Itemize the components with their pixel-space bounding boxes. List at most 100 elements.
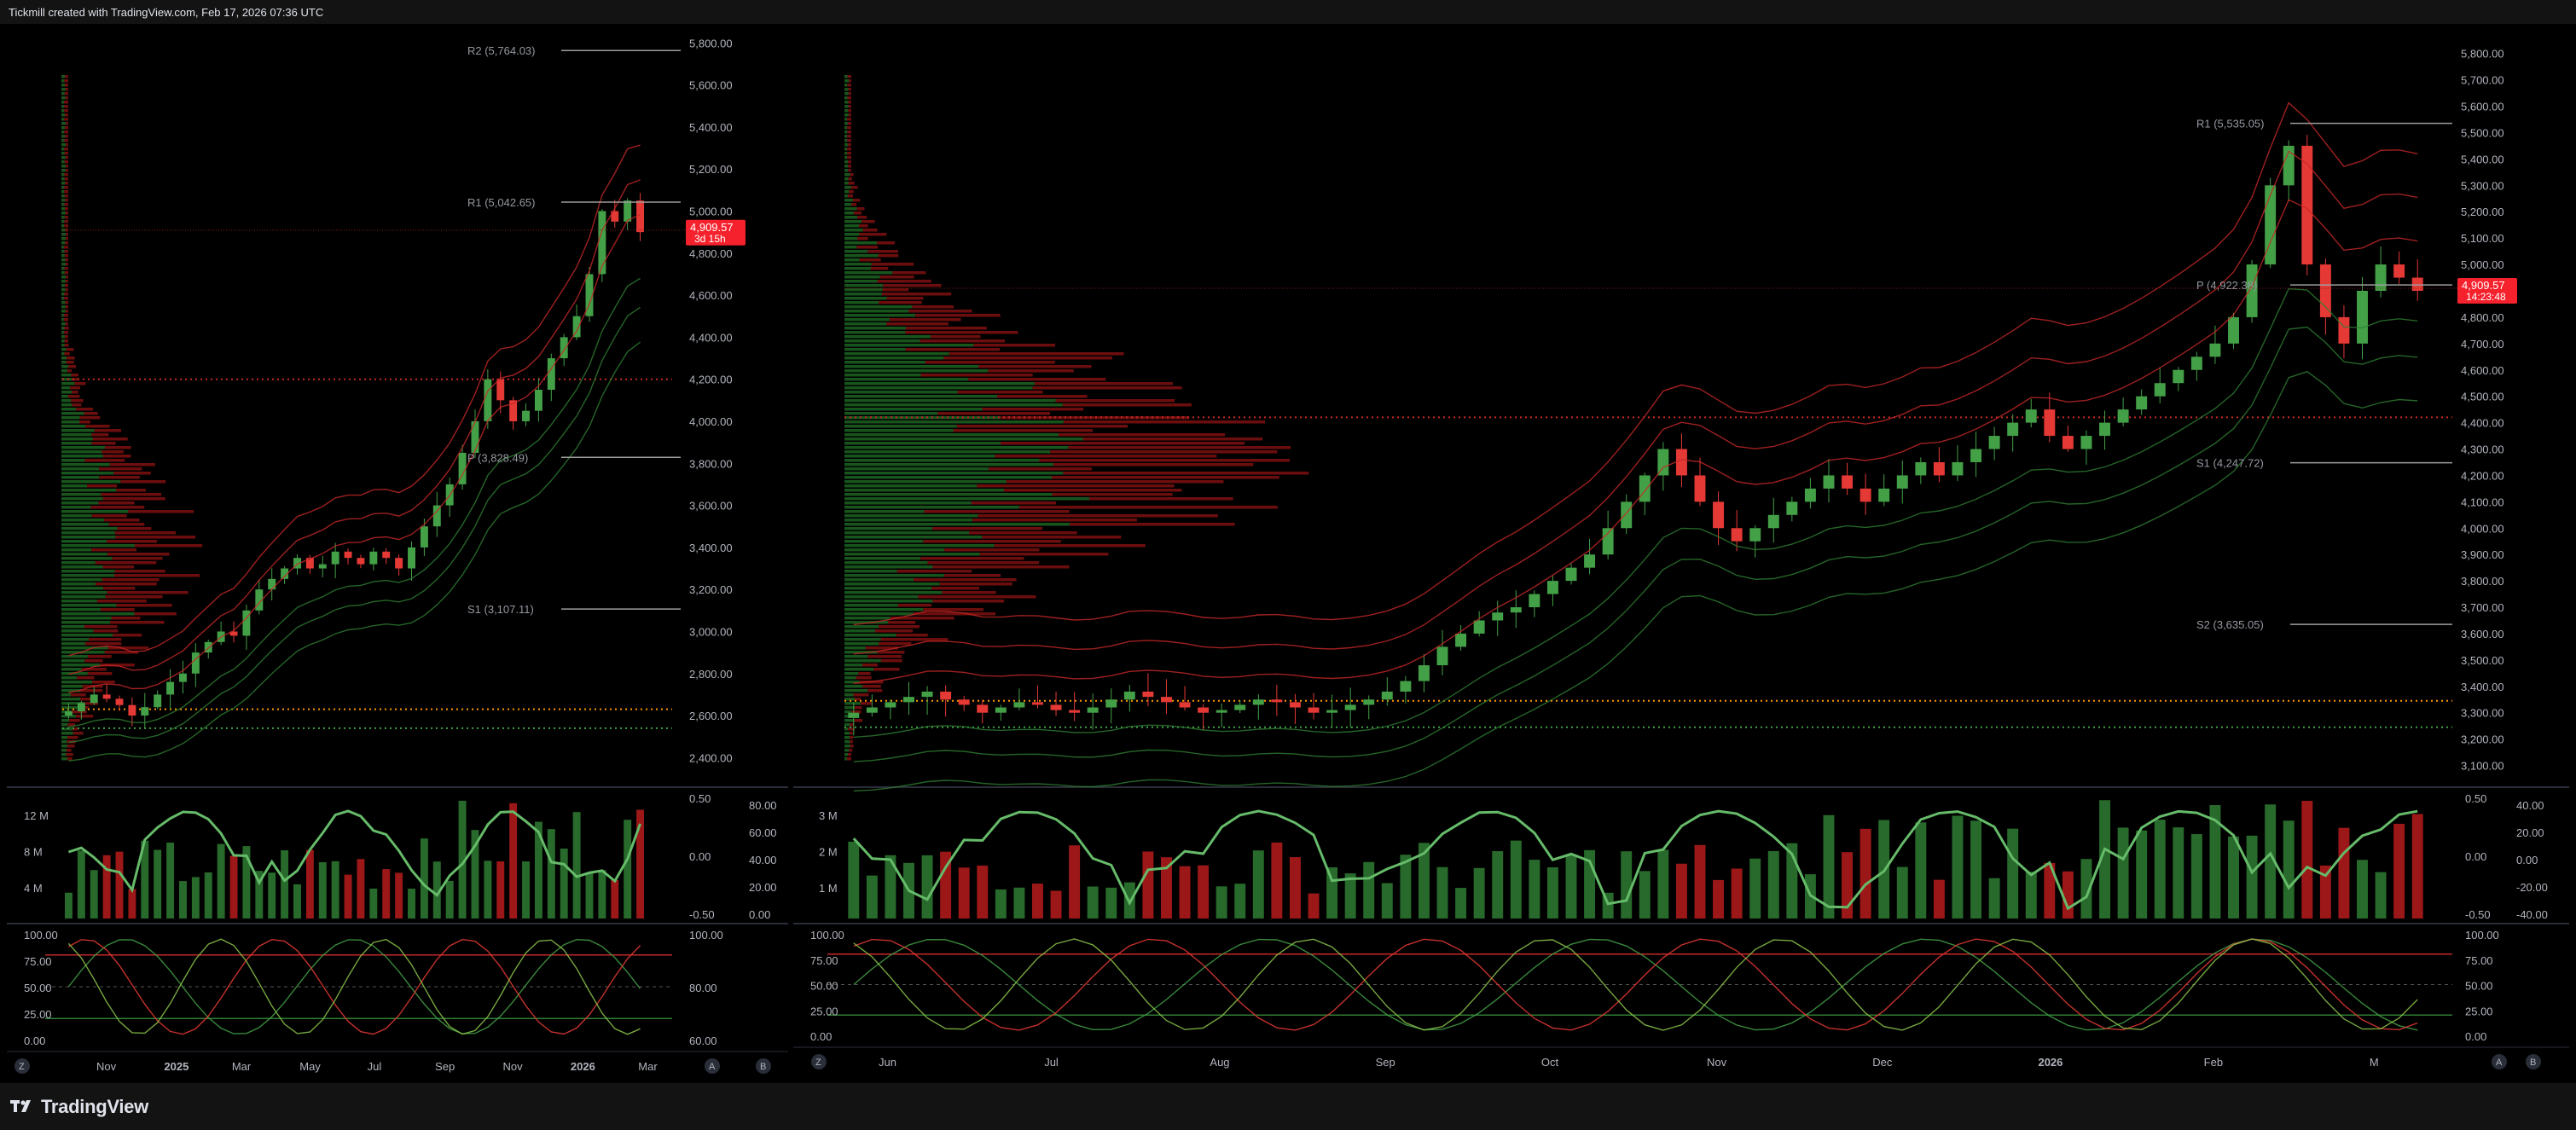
price-axis-label: 5,000.00 <box>689 206 733 218</box>
volume-profile-bar <box>65 96 68 100</box>
price-axis-label: 5,800.00 <box>2461 48 2504 61</box>
volume-bar <box>1694 844 1706 918</box>
candle-body <box>1767 514 1779 529</box>
volume-profile-bar <box>844 506 1019 509</box>
candle-body <box>2044 409 2056 437</box>
volume-profile-bar <box>111 617 141 620</box>
volume-profile-bar <box>844 565 933 569</box>
volume-profile-bar <box>109 463 155 466</box>
time-axis-label: Mar <box>638 1060 658 1073</box>
volume-profile-bar <box>112 557 163 560</box>
volume-profile-bar <box>1003 489 1182 492</box>
volume-profile-bar <box>61 105 65 108</box>
volume-profile-bar <box>977 484 1175 488</box>
volume-bar <box>1105 887 1117 918</box>
volume-profile-bar <box>852 199 861 202</box>
axis-button-z[interactable]: Z <box>15 1058 30 1074</box>
volume-profile-bar <box>84 412 98 415</box>
volume-profile-bar <box>844 186 851 189</box>
candle-body <box>1823 475 1835 489</box>
volume-profile-bar <box>847 130 851 134</box>
volume-profile-bar <box>61 382 75 385</box>
volume-profile-bar <box>61 284 65 287</box>
axis-button-a[interactable]: A <box>705 1058 720 1074</box>
volume-profile-bar <box>61 267 65 270</box>
stochastic-axis-label: 25.00 <box>810 1005 838 1017</box>
volume-profile-bar <box>64 130 68 134</box>
volume-profile-bar <box>64 224 68 228</box>
volume-profile-bar <box>61 399 72 403</box>
candle-body <box>484 379 492 421</box>
volume-bar <box>2265 804 2277 918</box>
volume-profile-bar <box>896 570 972 573</box>
candle-body <box>585 274 594 316</box>
axis-button-b[interactable]: B <box>756 1058 771 1074</box>
volume-profile-bar <box>1063 472 1309 475</box>
volume-profile-bar <box>61 536 116 539</box>
volume-profile-bar <box>847 194 853 198</box>
volume-profile-bar <box>1051 476 1279 479</box>
volume-profile-bar <box>61 293 65 296</box>
candle-body <box>395 558 403 569</box>
volume-bar <box>2117 827 2129 918</box>
tradingview-logo[interactable]: TradingView <box>10 1094 148 1120</box>
volume-profile-bar <box>847 148 851 151</box>
volume-bar <box>331 861 339 918</box>
candle-body <box>1161 697 1172 703</box>
volume-profile-bar <box>877 280 931 283</box>
axis-button-b[interactable]: B <box>2526 1054 2541 1069</box>
volume-profile-bar <box>844 433 1059 437</box>
volume-profile-bar <box>912 305 954 309</box>
candle-body <box>1363 699 1375 705</box>
axis-button-bg <box>811 1054 827 1069</box>
price-axis-label: 5,100.00 <box>2461 232 2504 245</box>
volume-profile-bar <box>844 382 1035 385</box>
volume-bar <box>1731 868 1743 918</box>
stochastic-axis-label: 100.00 <box>689 929 723 942</box>
candle-body <box>1105 699 1117 708</box>
candle-body <box>1473 620 1485 634</box>
volume-bar <box>885 855 896 918</box>
volume-profile-bar <box>897 604 932 607</box>
volume-profile-bar <box>65 305 68 309</box>
candle-body <box>1529 594 1540 608</box>
volume-profile-bar <box>844 207 857 211</box>
volume-profile-bar <box>944 548 1040 552</box>
pivot-label: R2 (5,764.03) <box>467 44 536 57</box>
volume-bar <box>1896 866 1908 918</box>
axis-button-z[interactable]: Z <box>811 1054 827 1069</box>
volume-bar <box>2411 814 2423 918</box>
volume-profile-bar <box>105 595 163 599</box>
volume-profile-bar <box>72 391 78 394</box>
stochastic-axis-label: 50.00 <box>2465 980 2493 993</box>
volume-profile-bar <box>854 706 862 710</box>
candle-body <box>534 390 542 411</box>
right-chart-svg[interactable]: 5,800.00 5,700.00 5,600.00 5,500.00 5,400.00… <box>793 24 2569 1080</box>
volume-profile-bar <box>77 676 95 680</box>
time-axis-label: Nov <box>502 1060 523 1073</box>
volume-profile-bar <box>973 344 1056 347</box>
volume-profile-bar <box>65 229 68 232</box>
stochastic-axis-label: 75.00 <box>24 955 52 968</box>
volume-profile-bar <box>85 425 110 428</box>
volume-bar <box>1859 828 1871 918</box>
volume-profile-bar <box>61 374 72 377</box>
volume-profile-bar <box>61 254 65 258</box>
volume-bar <box>2007 828 2019 918</box>
volume-profile-bar <box>65 88 68 91</box>
candle-body <box>1952 461 1964 476</box>
volume-profile-bar <box>923 608 984 611</box>
candle-body <box>2154 383 2166 397</box>
left-chart-panel[interactable]: 5,800.00 5,600.00 5,400.00 5,200.00 5,000.00… <box>7 24 788 1080</box>
candle-body <box>1713 501 1725 529</box>
volume-profile-bar <box>844 595 919 599</box>
volume-profile-bar <box>113 472 151 475</box>
right-chart-panel[interactable]: 5,800.00 5,700.00 5,600.00 5,500.00 5,400.00… <box>793 24 2569 1080</box>
volume-profile-bar <box>92 681 115 684</box>
axis-button-a[interactable]: A <box>2492 1054 2507 1069</box>
left-chart-svg[interactable]: 5,800.00 5,600.00 5,400.00 5,200.00 5,000.00… <box>7 24 788 1080</box>
volume-bar <box>154 849 162 918</box>
candle-body <box>1878 488 1890 502</box>
volume-bar <box>496 861 505 918</box>
volume-profile-bar <box>844 501 972 505</box>
